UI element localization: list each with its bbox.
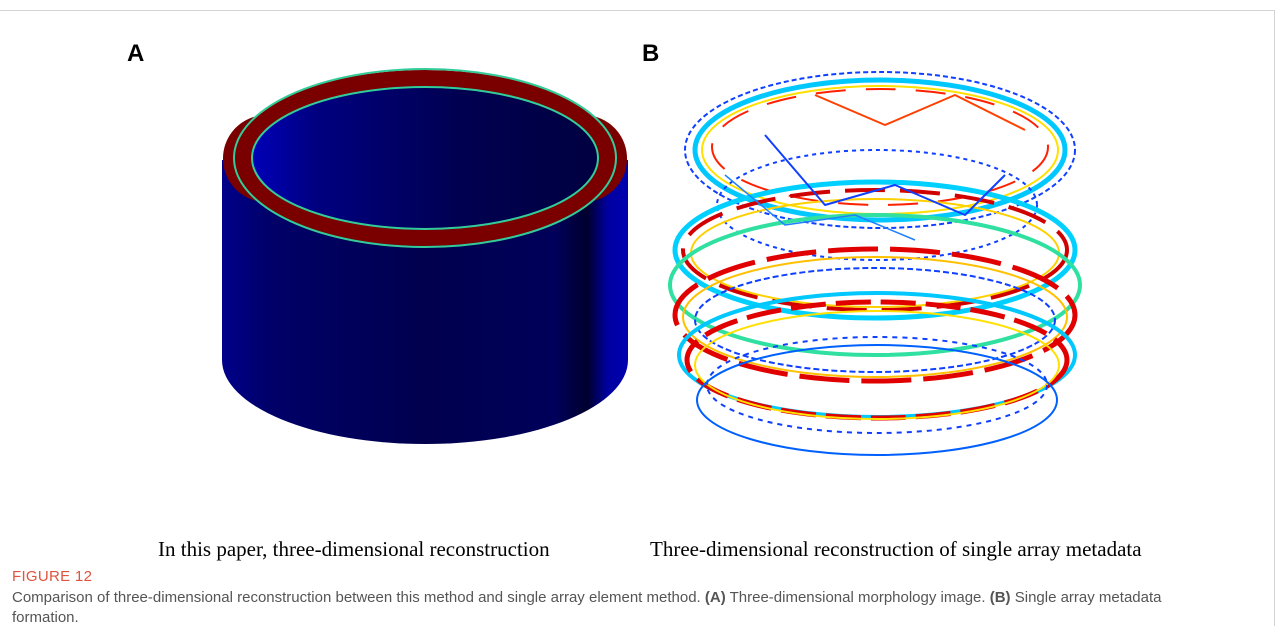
panel-caption: In this paper, three-dimensional reconst…: [158, 537, 550, 562]
figure-label: FIGURE 12: [12, 568, 92, 585]
panel-b-image: [665, 55, 1105, 475]
figure-caption: Comparison of three-dimensional reconstr…: [12, 588, 1192, 628]
caption-ref: (B): [990, 589, 1011, 606]
caption-text: Comparison of three-dimensional reconstr…: [12, 589, 705, 606]
page: A B: [0, 0, 1284, 626]
caption-ref: (A): [705, 589, 726, 606]
caption-text: Three-dimensional morphology image.: [726, 589, 990, 606]
panel-caption: Three-dimensional reconstruction of sing…: [650, 537, 1142, 562]
panel-a-image: [210, 60, 650, 460]
panel-label: A: [127, 40, 144, 68]
